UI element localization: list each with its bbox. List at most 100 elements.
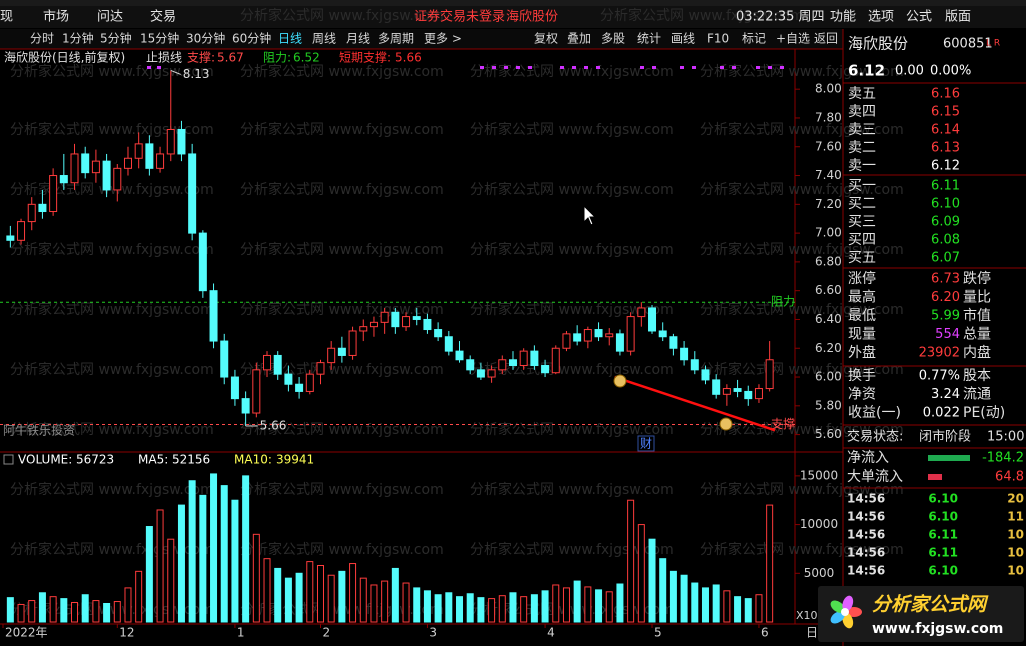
quote-value: 23902 (919, 346, 960, 361)
menu-item[interactable]: 公式 (906, 10, 932, 25)
y-tick-label: 8.00 (815, 82, 842, 96)
candle-body (123, 157, 132, 169)
quote-value: 6.11 (931, 179, 960, 194)
tick-price: 6.11 (928, 528, 958, 542)
candle-body (156, 153, 165, 169)
quote-label: 涨停 (848, 270, 876, 287)
menu-item[interactable]: 交易 (150, 9, 176, 25)
tick-time: 14:56 (847, 546, 885, 560)
candle-body (81, 153, 90, 174)
period-button[interactable]: 15分钟 (140, 31, 179, 46)
volume-bar (605, 591, 613, 623)
toolbar-button[interactable]: 返回 (814, 32, 838, 46)
menu-stock: 海欣股份 (506, 10, 558, 25)
toolbar-button[interactable]: 叠加 (567, 32, 591, 46)
watermark: 分析家公式网 www.fxjgsw.com (470, 541, 674, 558)
signal-dot (147, 66, 151, 69)
period-button[interactable]: 5分钟 (100, 31, 132, 46)
period-button[interactable]: 多周期 (378, 32, 414, 46)
collapse-icon (3, 454, 14, 465)
volume-bar (6, 597, 14, 623)
candle-body (498, 359, 507, 371)
watermark: 分析家公式网 www.fxjgsw.com (600, 7, 804, 24)
candle-body (284, 373, 293, 385)
menu-item[interactable]: 现 (0, 10, 13, 25)
volume-bar (370, 584, 378, 623)
volume-bar (616, 583, 624, 623)
period-button[interactable]: 月线 (346, 32, 370, 46)
candle-body (17, 221, 26, 241)
chart-footnote: 阿牛铁乐投资 (3, 423, 75, 438)
status-time: 15:00 (987, 430, 1024, 445)
volume-bar (49, 596, 57, 623)
y-tick-label: 7.20 (815, 197, 842, 211)
x-tick-label: 2022年 (5, 626, 48, 640)
y-tick-label: 6.20 (815, 341, 842, 355)
signal-dot (560, 66, 564, 69)
menu-item[interactable]: 功能 (830, 10, 856, 25)
volume-bar (71, 602, 79, 623)
legend-label: 支撑: (187, 50, 215, 65)
volume-bar (220, 485, 228, 623)
watermark: 分析家公式网 www.fxjgsw.com (240, 541, 444, 558)
toolbar-button[interactable]: +自选 (776, 32, 810, 46)
volume-bar (135, 570, 143, 623)
toolbar-button[interactable]: 复权 (534, 32, 558, 46)
volume-bar (466, 593, 474, 623)
quote-label: 卖二 (848, 140, 876, 156)
volume-bar (637, 524, 645, 623)
candle-body (177, 128, 186, 155)
candle-body (241, 398, 250, 414)
trendline (614, 375, 776, 432)
toolbar-button[interactable]: 统计 (637, 32, 661, 46)
candle-body (134, 143, 143, 159)
volume-bar (145, 526, 153, 623)
menu-item[interactable]: 市场 (43, 9, 69, 25)
toolbar-button[interactable]: 标记 (742, 32, 766, 46)
quote-value: 6.07 (931, 251, 960, 266)
legend-value: 5.67 (217, 51, 244, 65)
status-state: 闭市阶段 (919, 429, 971, 445)
candle-body (102, 160, 111, 191)
volume-bar (295, 572, 303, 623)
period-button[interactable]: 日线 (278, 32, 302, 46)
candle-body (466, 359, 475, 371)
volume-bar (327, 574, 335, 623)
candle-body (508, 359, 517, 367)
login-notice[interactable]: 证券交易未登录 (414, 9, 505, 25)
signal-dot (692, 66, 696, 69)
watermark: 分析家公式网 www.fxjgsw.com (10, 121, 214, 138)
y-tick-label: 7.60 (815, 139, 842, 153)
quote-value: 6.13 (931, 141, 960, 156)
chart-title: 海欣股份(日线,前复权) (4, 50, 125, 65)
toolbar-button[interactable]: F10 (707, 32, 729, 46)
signal-icon (613, 374, 627, 388)
menu-item[interactable]: 问达 (97, 10, 123, 25)
candle-body (658, 330, 667, 338)
period-button[interactable]: 周线 (312, 32, 336, 46)
candle-body (733, 388, 742, 392)
menu-item[interactable]: 版面 (945, 10, 971, 25)
signal-dot (720, 66, 724, 69)
quote-value: 6.15 (931, 105, 960, 120)
menu-item[interactable]: 选项 (868, 10, 894, 25)
period-button[interactable]: 30分钟 (186, 31, 225, 46)
period-button[interactable]: 分时 (30, 32, 54, 46)
indicator-name: 止损线 (146, 51, 182, 65)
volume-bar (498, 595, 506, 623)
quote-label: 总量 (963, 327, 991, 343)
toolbar-button[interactable]: 画线 (671, 32, 695, 46)
volume-bar (103, 602, 111, 623)
legend-label: 阻力: (263, 51, 291, 65)
candle-body (305, 373, 314, 392)
period-button[interactable]: 更多 > (424, 32, 462, 46)
y-tick-label: 7.40 (815, 168, 842, 182)
toolbar-button[interactable]: 多股 (601, 32, 625, 46)
watermark: 分析家公式网 www.fxjgsw.com (240, 481, 444, 498)
quote-label: 现量 (848, 327, 876, 343)
period-button[interactable]: 1分钟 (62, 31, 94, 46)
signal-dot (157, 66, 161, 69)
volume-bar (509, 592, 517, 623)
period-button[interactable]: 60分钟 (232, 31, 271, 46)
